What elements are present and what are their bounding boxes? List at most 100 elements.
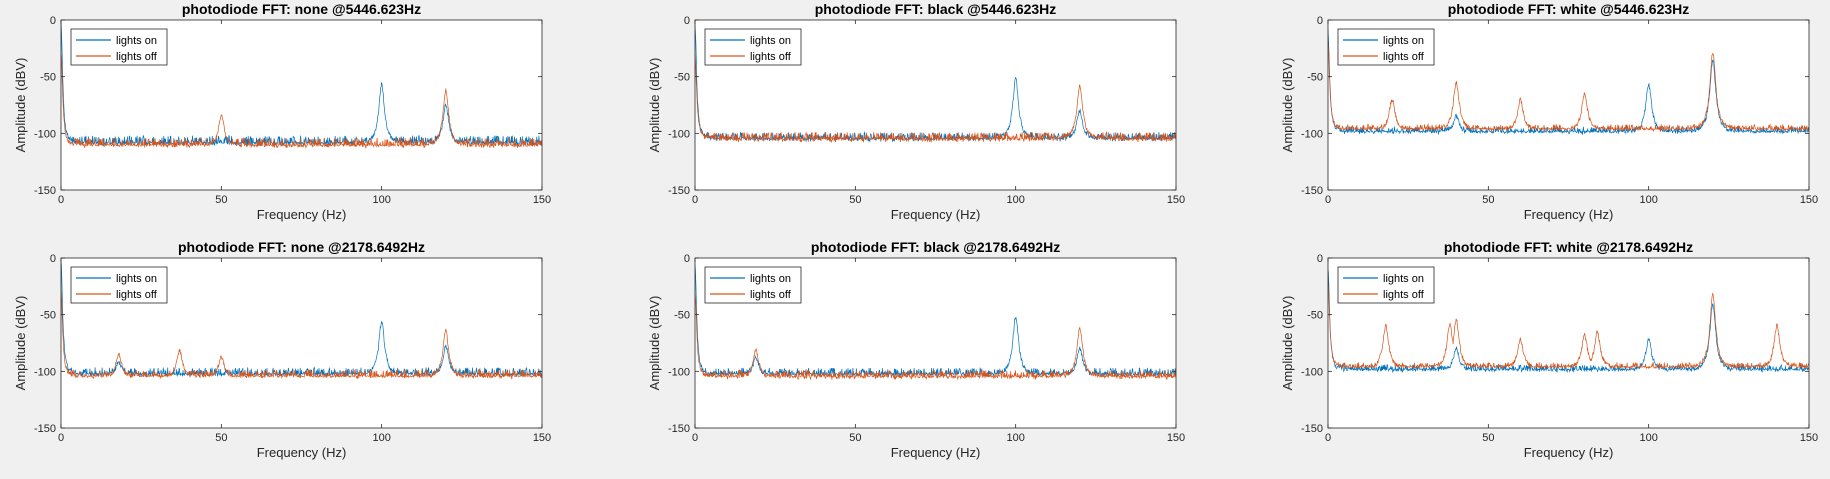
series-line-lights-on (61, 262, 542, 378)
x-tick-label: 100 (1006, 194, 1024, 206)
y-axis-label: Amplitude (dBV) (1280, 58, 1295, 153)
y-tick-label: -50 (40, 310, 56, 322)
y-tick-label: -150 (34, 423, 56, 435)
x-axis-label: Frequency (Hz) (257, 207, 347, 222)
subplot: 0 50 100 150 0 -50 -100 -150 photodiode FFT: non… (13, 1, 551, 222)
x-tick-label: 150 (1800, 432, 1818, 444)
y-axis-label: Amplitude (dBV) (1280, 296, 1295, 391)
legend-label: lights on (1383, 273, 1424, 285)
x-axis-label: Frequency (Hz) (1524, 207, 1614, 222)
series-line-lights-off (61, 54, 542, 149)
x-axis-label: Frequency (Hz) (891, 207, 981, 222)
x-tick-label: 100 (372, 432, 390, 444)
y-axis-label: Amplitude (dBV) (13, 58, 28, 153)
x-tick-label: 0 (692, 432, 698, 444)
legend-label: lights on (1383, 35, 1424, 47)
x-tick-label: 0 (58, 194, 64, 206)
legend-box (704, 266, 802, 304)
y-tick-label: -50 (1307, 72, 1323, 84)
axes-box (60, 19, 543, 191)
y-tick-label: 0 (50, 15, 56, 27)
y-tick-label: -150 (1301, 185, 1323, 197)
x-tick-label: 150 (1800, 194, 1818, 206)
chart-title: photodiode FFT: white @2178.6492Hz (1444, 239, 1693, 255)
chart-title: photodiode FFT: white @5446.623Hz (1448, 1, 1690, 17)
x-tick-label: 150 (533, 432, 551, 444)
legend-box (1337, 28, 1435, 66)
legend: lights on lights off (704, 266, 802, 304)
x-tick-label: 50 (849, 194, 861, 206)
axes-box (1327, 257, 1810, 429)
y-tick-label: -100 (1301, 128, 1323, 140)
series-line-lights-on (61, 22, 542, 147)
x-tick-label: 0 (1325, 432, 1331, 444)
legend-box (1337, 266, 1435, 304)
y-tick-label: -100 (668, 128, 690, 140)
legend-box (704, 28, 802, 66)
y-tick-label: -50 (674, 310, 690, 322)
x-axis-label: Frequency (Hz) (257, 445, 347, 460)
chart-title: photodiode FFT: black @5446.623Hz (815, 1, 1057, 17)
axes-box (60, 257, 543, 429)
subplot: 0 50 100 150 0 -50 -100 -150 photodiode FFT: bla… (647, 1, 1185, 222)
y-axis-label: Amplitude (dBV) (647, 58, 662, 153)
x-tick-label: 50 (215, 432, 227, 444)
x-tick-label: 150 (1167, 432, 1185, 444)
chart-title: photodiode FFT: black @2178.6492Hz (811, 239, 1060, 255)
y-tick-label: -50 (40, 72, 56, 84)
legend-label: lights off (750, 289, 792, 301)
series-line-lights-off (1328, 41, 1809, 133)
legend: lights on lights off (704, 28, 802, 66)
legend: lights on lights off (1337, 28, 1435, 66)
legend: lights on lights off (70, 28, 168, 66)
x-tick-label: 0 (1325, 194, 1331, 206)
x-tick-label: 0 (58, 432, 64, 444)
legend-label: lights on (750, 273, 791, 285)
y-tick-label: 0 (50, 253, 56, 265)
subplot: 0 50 100 150 0 -50 -100 -150 photodiode FFT: bla… (647, 239, 1185, 460)
legend: lights on lights off (1337, 266, 1435, 304)
x-tick-label: 100 (1639, 432, 1657, 444)
x-tick-label: 50 (1482, 194, 1494, 206)
axes-box (694, 19, 1177, 191)
y-tick-label: 0 (684, 253, 690, 265)
legend-box (70, 266, 168, 304)
subplot: 0 50 100 150 0 -50 -100 -150 photodiode FFT: whi… (1280, 239, 1818, 460)
y-tick-label: 0 (684, 15, 690, 27)
legend-label: lights off (1383, 289, 1425, 301)
legend: lights on lights off (70, 266, 168, 304)
series-line-lights-on (1328, 269, 1809, 374)
legend-label: lights off (750, 51, 792, 63)
y-tick-label: -150 (34, 185, 56, 197)
series-line-lights-off (695, 293, 1176, 381)
legend-label: lights on (750, 35, 791, 47)
y-tick-label: -150 (668, 185, 690, 197)
y-tick-label: -100 (668, 366, 690, 378)
chart-title: photodiode FFT: none @2178.6492Hz (178, 239, 425, 255)
y-tick-label: -100 (1301, 366, 1323, 378)
x-tick-label: 50 (215, 194, 227, 206)
x-tick-label: 100 (1006, 432, 1024, 444)
x-tick-label: 150 (533, 194, 551, 206)
legend-label: lights on (116, 35, 157, 47)
x-tick-label: 100 (372, 194, 390, 206)
subplot: 0 50 100 150 0 -50 -100 -150 photodiode FFT: whi… (1280, 1, 1818, 222)
y-tick-label: 0 (1317, 15, 1323, 27)
legend-label: lights off (1383, 51, 1425, 63)
x-axis-label: Frequency (Hz) (891, 445, 981, 460)
y-axis-label: Amplitude (dBV) (647, 296, 662, 391)
y-tick-label: -50 (674, 72, 690, 84)
legend-label: lights off (116, 51, 158, 63)
series-line-lights-on (1328, 29, 1809, 135)
x-axis-label: Frequency (Hz) (1524, 445, 1614, 460)
y-tick-label: -50 (1307, 310, 1323, 322)
x-tick-label: 50 (849, 432, 861, 444)
y-tick-label: -150 (668, 423, 690, 435)
subplot: 0 50 100 150 0 -50 -100 -150 photodiode FFT: non… (13, 239, 551, 460)
legend-box (70, 28, 168, 66)
x-tick-label: 150 (1167, 194, 1185, 206)
y-tick-label: 0 (1317, 253, 1323, 265)
x-tick-label: 100 (1639, 194, 1657, 206)
y-tick-label: -100 (34, 128, 56, 140)
